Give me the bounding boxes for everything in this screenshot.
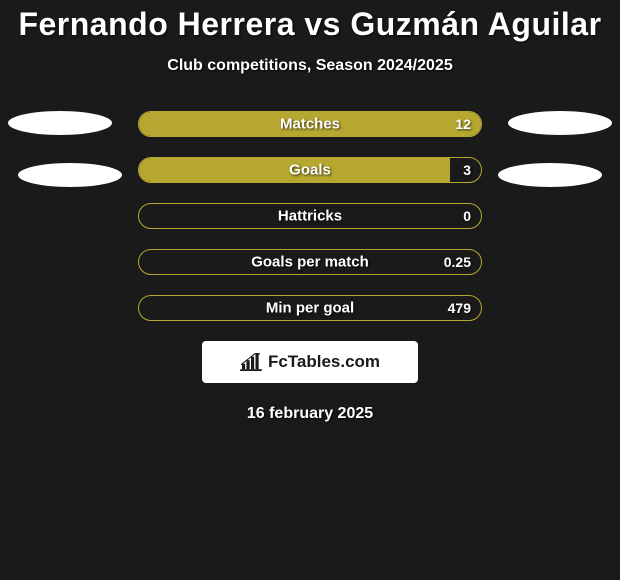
player-left-marker-1 xyxy=(8,111,112,135)
stat-bar-hattricks: Hattricks 0 xyxy=(138,203,482,229)
stat-bar-label: Goals xyxy=(289,162,331,179)
page-subtitle: Club competitions, Season 2024/2025 xyxy=(0,57,620,75)
stat-bar-label: Matches xyxy=(280,116,340,133)
stat-bar-label: Goals per match xyxy=(251,254,369,271)
stat-bar-min-per-goal: Min per goal 479 xyxy=(138,295,482,321)
date-text: 16 february 2025 xyxy=(0,405,620,423)
player-right-marker-2 xyxy=(498,163,602,187)
brand-logo[interactable]: FcTables.com xyxy=(202,341,418,383)
comparison-card: Fernando Herrera vs Guzmán Aguilar Club … xyxy=(0,0,620,423)
stat-bar-value: 0.25 xyxy=(444,254,471,270)
stat-bar-matches: Matches 12 xyxy=(138,111,482,137)
stat-bar-label: Min per goal xyxy=(266,300,354,317)
player-right-marker-1 xyxy=(508,111,612,135)
stat-bar-goals: Goals 3 xyxy=(138,157,482,183)
stat-bar-value: 0 xyxy=(463,208,471,224)
stat-bar-goals-per-match: Goals per match 0.25 xyxy=(138,249,482,275)
player-left-marker-2 xyxy=(18,163,122,187)
page-title: Fernando Herrera vs Guzmán Aguilar xyxy=(0,6,620,43)
stat-bar-value: 3 xyxy=(463,162,471,178)
stat-bar-label: Hattricks xyxy=(278,208,342,225)
barchart-icon xyxy=(240,353,262,371)
stat-bars: Matches 12 Goals 3 Hattricks 0 Goals per… xyxy=(138,111,482,321)
stat-bar-value: 479 xyxy=(448,300,471,316)
stat-bar-value: 12 xyxy=(455,116,471,132)
brand-logo-text: FcTables.com xyxy=(268,352,380,372)
stats-area: Matches 12 Goals 3 Hattricks 0 Goals per… xyxy=(0,111,620,423)
